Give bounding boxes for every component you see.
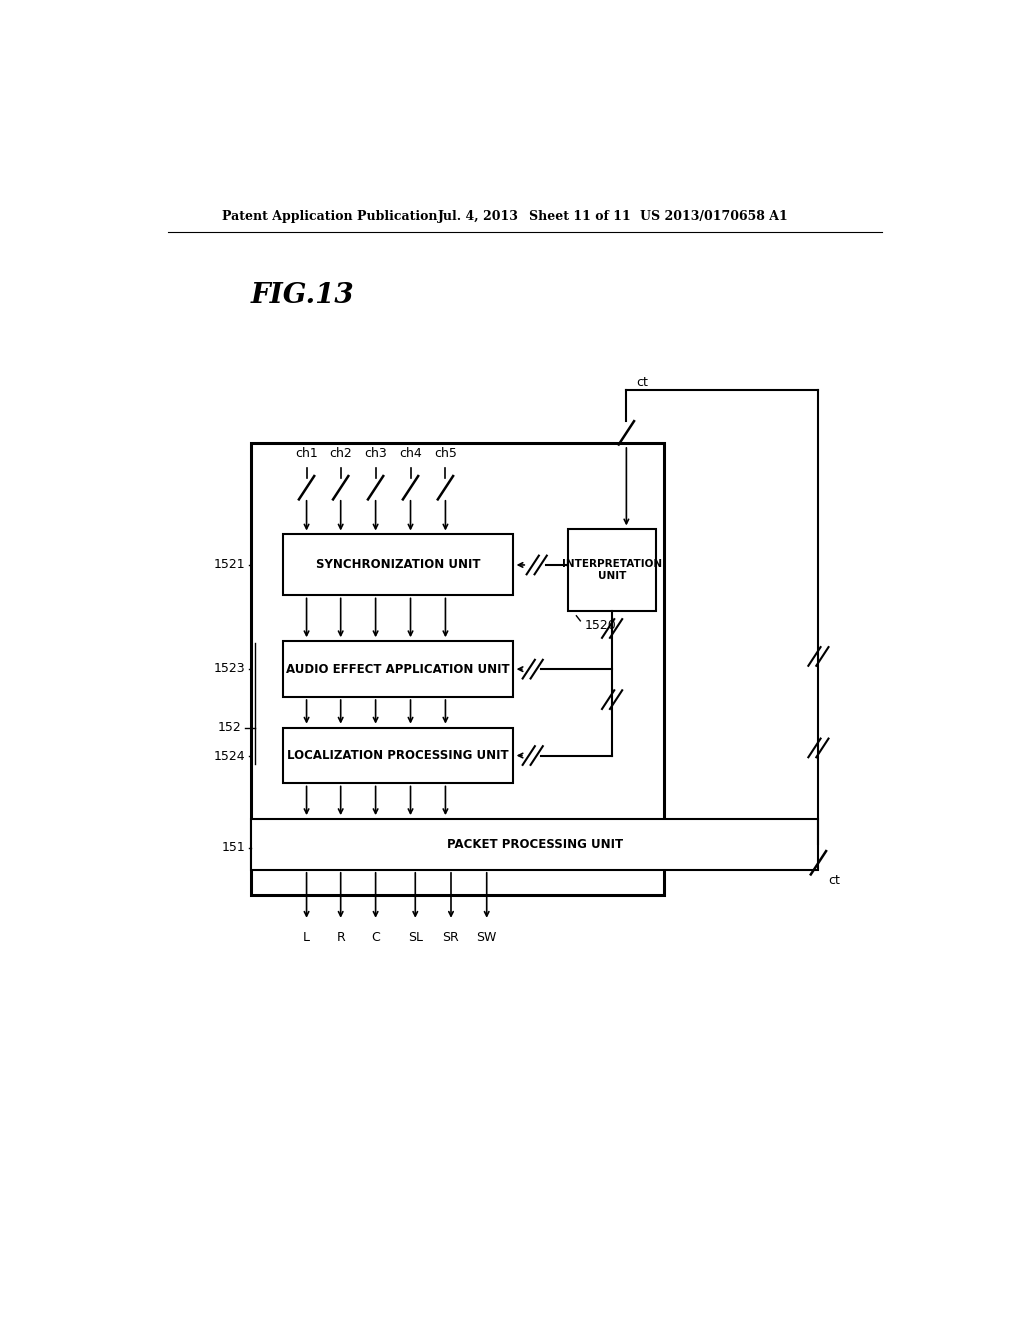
Text: ct: ct [636, 375, 648, 388]
Text: ch1: ch1 [295, 447, 317, 461]
Text: C: C [372, 931, 380, 944]
Text: 1521: 1521 [214, 558, 246, 572]
Bar [283, 642, 513, 697]
Text: ch2: ch2 [330, 447, 352, 461]
Text: L: L [303, 931, 310, 944]
Text: Jul. 4, 2013: Jul. 4, 2013 [437, 210, 518, 223]
Text: SR: SR [442, 931, 460, 944]
Text: 1523: 1523 [214, 663, 246, 675]
Text: ch4: ch4 [399, 447, 422, 461]
Text: PACKET PROCESSING UNIT: PACKET PROCESSING UNIT [446, 838, 623, 851]
Text: FIG.13: FIG.13 [251, 282, 354, 309]
Text: Patent Application Publication: Patent Application Publication [221, 210, 437, 223]
Bar [283, 727, 513, 784]
Text: US 2013/0170658 A1: US 2013/0170658 A1 [640, 210, 787, 223]
Text: LOCALIZATION PROCESSING UNIT: LOCALIZATION PROCESSING UNIT [287, 748, 509, 762]
Text: 1520: 1520 [585, 619, 616, 632]
Text: INTERPRETATION
UNIT: INTERPRETATION UNIT [562, 560, 663, 581]
Text: SW: SW [476, 931, 497, 944]
Text: AUDIO EFFECT APPLICATION UNIT: AUDIO EFFECT APPLICATION UNIT [286, 663, 510, 676]
Text: ch3: ch3 [365, 447, 387, 461]
Text: R: R [336, 931, 345, 944]
Bar [568, 529, 655, 611]
Bar [251, 818, 818, 870]
Bar [283, 535, 513, 595]
Text: Sheet 11 of 11: Sheet 11 of 11 [528, 210, 631, 223]
Text: 151: 151 [222, 841, 246, 854]
Bar [251, 444, 664, 895]
Text: ch5: ch5 [434, 447, 457, 461]
Text: SYNCHRONIZATION UNIT: SYNCHRONIZATION UNIT [315, 558, 480, 572]
Text: 152: 152 [218, 721, 242, 734]
Text: SL: SL [408, 931, 423, 944]
Text: ct: ct [828, 874, 840, 887]
Text: 1524: 1524 [214, 750, 246, 763]
